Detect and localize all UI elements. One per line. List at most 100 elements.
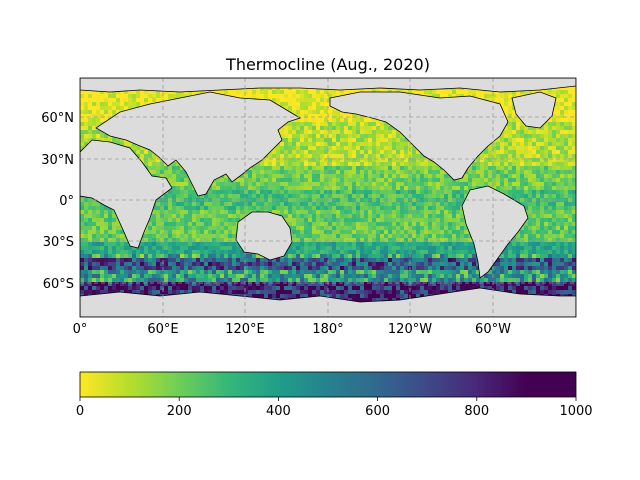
thermocline-cell (504, 158, 508, 162)
thermocline-cell (472, 182, 476, 186)
thermocline-cell (508, 150, 512, 154)
thermocline-cell (392, 182, 396, 186)
thermocline-cell (256, 94, 260, 98)
thermocline-cell (188, 238, 192, 242)
thermocline-cell (236, 206, 240, 210)
thermocline-cell (384, 122, 388, 126)
thermocline-cell (388, 158, 392, 162)
thermocline-cell (340, 210, 344, 214)
thermocline-cell (216, 230, 220, 234)
thermocline-cell (360, 178, 364, 182)
thermocline-cell (544, 206, 548, 210)
thermocline-cell (108, 138, 112, 142)
thermocline-cell (348, 182, 352, 186)
thermocline-cell (248, 90, 252, 94)
thermocline-cell (552, 230, 556, 234)
thermocline-cell (572, 230, 576, 234)
thermocline-cell (88, 138, 92, 142)
thermocline-cell (492, 182, 496, 186)
thermocline-cell (528, 142, 532, 146)
thermocline-cell (168, 90, 172, 94)
thermocline-cell (568, 118, 572, 122)
thermocline-cell (328, 222, 332, 226)
thermocline-cell (88, 218, 92, 222)
thermocline-cell (352, 146, 356, 150)
thermocline-cell (276, 154, 280, 158)
thermocline-cell (328, 166, 332, 170)
thermocline-cell (324, 186, 328, 190)
thermocline-cell (88, 126, 92, 130)
thermocline-cell (248, 94, 252, 98)
thermocline-cell (172, 206, 176, 210)
thermocline-cell (360, 190, 364, 194)
thermocline-cell (320, 222, 324, 226)
thermocline-cell (568, 194, 572, 198)
thermocline-cell (424, 190, 428, 194)
thermocline-cell (232, 94, 236, 98)
thermocline-cell (392, 158, 396, 162)
thermocline-cell (248, 178, 252, 182)
thermocline-cell (208, 194, 212, 198)
thermocline-cell (572, 142, 576, 146)
thermocline-cell (296, 90, 300, 94)
thermocline-cell (360, 202, 364, 206)
thermocline-cell (336, 206, 340, 210)
thermocline-cell (520, 154, 524, 158)
thermocline-cell (364, 130, 368, 134)
thermocline-cell (344, 118, 348, 122)
thermocline-cell (484, 150, 488, 154)
thermocline-cell (440, 94, 444, 98)
thermocline-cell (228, 210, 232, 214)
thermocline-cell (300, 106, 304, 110)
thermocline-cell (280, 130, 284, 134)
thermocline-cell (372, 178, 376, 182)
thermocline-cell (496, 182, 500, 186)
thermocline-cell (548, 234, 552, 238)
thermocline-cell (288, 218, 292, 222)
thermocline-cell (292, 138, 296, 142)
thermocline-cell (352, 154, 356, 158)
thermocline-cell (292, 166, 296, 170)
thermocline-cell (336, 198, 340, 202)
thermocline-cell (112, 230, 116, 234)
thermocline-cell (564, 170, 568, 174)
thermocline-cell (428, 178, 432, 182)
thermocline-cell (352, 138, 356, 142)
thermocline-cell (564, 94, 568, 98)
thermocline-cell (568, 110, 572, 114)
thermocline-cell (524, 130, 528, 134)
thermocline-cell (156, 166, 160, 170)
thermocline-cell (568, 190, 572, 194)
thermocline-cell (452, 230, 456, 234)
thermocline-cell (276, 170, 280, 174)
thermocline-cell (324, 214, 328, 218)
thermocline-cell (560, 150, 564, 154)
thermocline-cell (452, 182, 456, 186)
thermocline-cell (116, 222, 120, 226)
thermocline-cell (132, 142, 136, 146)
thermocline-cell (276, 210, 280, 214)
thermocline-cell (536, 202, 540, 206)
thermocline-cell (380, 146, 384, 150)
thermocline-cell (448, 90, 452, 94)
thermocline-cell (100, 114, 104, 118)
thermocline-cell (440, 214, 444, 218)
thermocline-cell (180, 166, 184, 170)
thermocline-cell (568, 90, 572, 94)
thermocline-cell (292, 190, 296, 194)
thermocline-cell (540, 226, 544, 230)
thermocline-cell (316, 90, 320, 94)
thermocline-cell (556, 154, 560, 158)
thermocline-cell (428, 94, 432, 98)
thermocline-cell (336, 118, 340, 122)
thermocline-cell (96, 230, 100, 234)
thermocline-cell (512, 174, 516, 178)
thermocline-cell (192, 234, 196, 238)
thermocline-cell (512, 170, 516, 174)
thermocline-cell (96, 94, 100, 98)
thermocline-cell (452, 190, 456, 194)
thermocline-cell (172, 234, 176, 238)
thermocline-cell (424, 206, 428, 210)
thermocline-cell (252, 182, 256, 186)
thermocline-cell (316, 178, 320, 182)
